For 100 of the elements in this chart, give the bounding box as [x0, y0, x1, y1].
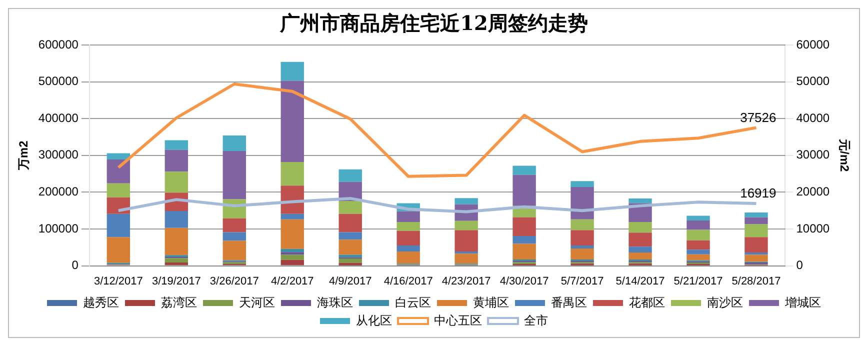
- bar: [280, 80, 304, 162]
- y-tick-label: 100000: [38, 221, 79, 236]
- bar: [338, 214, 362, 232]
- bar: [628, 198, 652, 204]
- bar: [570, 219, 594, 230]
- bar: [396, 246, 420, 252]
- bar: [744, 212, 768, 218]
- bar: [338, 254, 362, 258]
- bar: [164, 228, 188, 256]
- bar: [106, 159, 130, 184]
- x-tick-label: 3/12/2017: [94, 275, 143, 288]
- bar: [280, 62, 304, 81]
- bar: [454, 254, 478, 264]
- bar: [570, 248, 594, 260]
- legend-label: 从化区: [356, 313, 392, 328]
- legend-label: 荔湾区: [161, 295, 197, 310]
- bar: [338, 169, 362, 182]
- bar: [164, 258, 188, 262]
- x-tick-label: 5/21/2017: [674, 275, 723, 288]
- bar: [106, 183, 130, 198]
- bar: [512, 166, 536, 175]
- x-tick-label: 5/7/2017: [560, 275, 604, 288]
- y-tick-label: 0: [72, 258, 79, 272]
- bar: [628, 252, 652, 260]
- x-tick-label: 4/30/2017: [500, 275, 549, 288]
- bar: [396, 251, 420, 264]
- bar: [338, 232, 362, 240]
- data-label: 16919: [740, 186, 776, 201]
- y-tick-label: 600000: [38, 37, 79, 52]
- y2-tick-label: 10000: [796, 221, 830, 236]
- legend-label: 中心五区: [434, 313, 482, 328]
- legend-label: 白云区: [395, 295, 431, 310]
- bar: [454, 230, 478, 252]
- bar: [686, 254, 710, 260]
- bar: [570, 187, 594, 220]
- y2-axis-title: 元/m2: [837, 138, 852, 172]
- y2-tick-label: 20000: [796, 184, 830, 199]
- bar: [570, 181, 594, 188]
- legend-label: 天河区: [239, 295, 275, 310]
- bar: [744, 237, 768, 253]
- bar: [164, 262, 188, 266]
- y2-tick-label: 50000: [796, 74, 830, 88]
- bar: [106, 197, 130, 214]
- y2-tick-label: 0: [796, 258, 804, 272]
- legend-label: 增城区: [784, 295, 821, 310]
- y-tick-label: 200000: [38, 184, 79, 199]
- y-tick-label: 300000: [38, 148, 79, 162]
- bar: [106, 237, 130, 263]
- bar: [396, 222, 420, 231]
- bar: [628, 246, 652, 253]
- bar: [280, 214, 304, 220]
- bar: [512, 174, 536, 206]
- legend-label: 越秀区: [83, 295, 119, 310]
- bar: [222, 136, 246, 151]
- x-tick-label: 3/26/2017: [210, 275, 259, 288]
- bar: [686, 240, 710, 250]
- bar: [338, 201, 362, 214]
- bar: [164, 150, 188, 172]
- legend-label: 海珠区: [317, 295, 353, 310]
- bar: [280, 260, 304, 266]
- x-tick-label: 4/9/2017: [328, 275, 372, 288]
- bar: [338, 258, 362, 263]
- bar: [338, 240, 362, 255]
- bar: [280, 254, 304, 260]
- legend-label: 黄埔区: [473, 295, 509, 310]
- chart-title: 广州市商品房住宅近12周签约走势: [279, 11, 588, 36]
- x-tick-label: 3/19/2017: [152, 275, 201, 288]
- bar: [280, 219, 304, 249]
- bar: [628, 222, 652, 233]
- bar: [570, 246, 594, 249]
- x-tick-label: 4/16/2017: [384, 275, 433, 288]
- bar: [280, 162, 304, 186]
- bar: [222, 240, 246, 260]
- bar: [164, 172, 188, 193]
- bar: [280, 248, 304, 252]
- bar: [164, 210, 188, 228]
- data-label: 37526: [740, 110, 776, 125]
- bar: [280, 252, 304, 255]
- bar: [512, 217, 536, 236]
- bar: [164, 140, 188, 150]
- bar: [396, 211, 420, 222]
- bar: [744, 224, 768, 238]
- bar: [222, 232, 246, 241]
- bar: [338, 262, 362, 266]
- bar: [744, 254, 768, 262]
- bar: [686, 230, 710, 240]
- legend-label: 南沙区: [707, 295, 743, 310]
- x-tick-label: 5/14/2017: [616, 275, 665, 288]
- bar: [512, 244, 536, 260]
- bar: [222, 218, 246, 232]
- bar: [454, 220, 478, 230]
- bar: [222, 150, 246, 200]
- bar: [396, 230, 420, 246]
- y-tick-label: 400000: [38, 110, 79, 125]
- legend-label: 全市: [524, 313, 548, 328]
- bar: [686, 220, 710, 230]
- x-tick-label: 4/23/2017: [442, 275, 491, 288]
- legend-label: 番禺区: [551, 295, 587, 310]
- y2-tick-label: 30000: [796, 148, 830, 162]
- bar: [454, 198, 478, 204]
